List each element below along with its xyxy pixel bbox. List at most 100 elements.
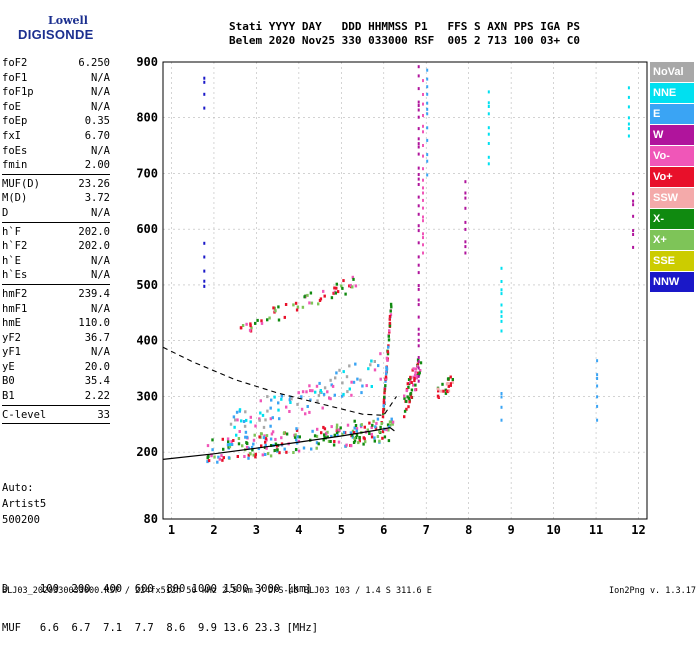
echo-point — [335, 431, 339, 434]
echo-point — [371, 423, 374, 427]
echo-point — [335, 426, 339, 430]
x-tick-label: 6 — [380, 523, 387, 537]
echo-point — [500, 310, 503, 314]
echo-point — [426, 68, 429, 72]
echo-point — [383, 395, 386, 399]
echo-point — [250, 445, 254, 449]
profile-dashed-curve — [162, 346, 397, 416]
echo-point — [254, 452, 257, 456]
echo-point — [464, 191, 467, 195]
echo-point — [383, 387, 387, 391]
echo-point — [417, 115, 420, 119]
echo-point — [596, 377, 599, 380]
echo-point — [239, 326, 243, 330]
echo-point — [405, 399, 408, 403]
param-name: MUF(D) — [2, 177, 40, 190]
echo-point — [422, 191, 424, 195]
echo-point — [406, 382, 409, 386]
echo-point — [449, 382, 452, 386]
echo-point — [241, 444, 244, 448]
echo-point — [310, 301, 314, 305]
y-tick-label: 600 — [136, 222, 158, 236]
echo-point — [444, 391, 448, 395]
echo-point — [417, 65, 420, 69]
echo-point — [446, 389, 449, 393]
echo-point — [500, 405, 503, 409]
echo-point — [266, 409, 269, 413]
echo-point — [358, 436, 361, 440]
echo-point — [422, 93, 424, 96]
echo-point — [316, 427, 319, 431]
echo-point — [254, 424, 257, 428]
echo-point — [322, 438, 325, 442]
echo-point — [236, 455, 239, 458]
echo-point — [419, 369, 422, 372]
echo-point — [222, 447, 225, 451]
echo-point — [413, 376, 416, 380]
echo-point — [363, 425, 366, 429]
echo-point — [408, 400, 411, 404]
echo-point — [330, 296, 334, 300]
param-value: 202.0 — [78, 240, 110, 253]
echo-point — [386, 352, 390, 356]
echo-point — [355, 433, 359, 437]
echo-point — [387, 439, 391, 443]
echo-point — [295, 438, 298, 442]
echo-point — [315, 384, 319, 388]
echo-point — [385, 367, 389, 371]
echo-point — [417, 183, 420, 186]
echo-point — [417, 142, 420, 146]
echo-point — [387, 345, 390, 349]
echo-point — [236, 418, 239, 422]
echo-point — [227, 456, 231, 460]
echo-point — [382, 400, 386, 404]
echo-point — [295, 448, 298, 451]
param-value: 36.7 — [84, 331, 110, 344]
echo-point — [359, 378, 362, 382]
echo-point — [273, 306, 276, 310]
echo-point — [365, 384, 368, 388]
echo-point — [218, 457, 221, 461]
echo-point — [414, 370, 417, 374]
param-name: B0 — [2, 375, 15, 388]
echo-point — [301, 305, 305, 309]
echo-point — [426, 92, 429, 96]
legend-item: Vo+ — [650, 167, 694, 187]
echo-point — [311, 429, 314, 433]
echo-point — [500, 288, 503, 292]
echo-point — [322, 289, 325, 293]
echo-point — [382, 408, 385, 411]
echo-point — [316, 399, 319, 403]
echo-point — [341, 432, 344, 436]
echo-point — [417, 374, 420, 378]
echo-point — [412, 383, 415, 387]
echo-point — [632, 233, 635, 236]
param-row: yE 20.0 — [2, 360, 110, 375]
echo-point — [447, 389, 451, 393]
echo-point — [632, 192, 635, 196]
echo-point — [374, 425, 377, 429]
echo-point — [422, 114, 424, 117]
echo-point — [385, 428, 388, 432]
echo-point — [422, 178, 424, 182]
echo-point — [487, 132, 490, 136]
param-separator — [2, 221, 110, 223]
echo-point — [321, 406, 324, 410]
param-name: foEp — [2, 115, 28, 128]
echo-point — [596, 404, 599, 408]
echo-point — [272, 306, 275, 310]
header-labels: Stati YYYY DAY DDD HHMMSS P1 FFS S AXN P… — [229, 20, 580, 33]
echo-point — [351, 433, 354, 437]
echo-point — [417, 204, 420, 208]
echo-point — [407, 378, 411, 381]
echo-point — [265, 434, 269, 438]
echo-point — [290, 397, 293, 401]
echo-point — [276, 448, 279, 452]
autoscaling-info: Auto: Artist5 500200 — [2, 480, 46, 528]
echo-point — [417, 338, 420, 342]
echo-point — [350, 393, 353, 397]
echo-point — [389, 313, 393, 317]
plot-frame — [162, 61, 648, 520]
param-name: D — [2, 206, 9, 219]
x-tick-label: 2 — [210, 523, 217, 537]
